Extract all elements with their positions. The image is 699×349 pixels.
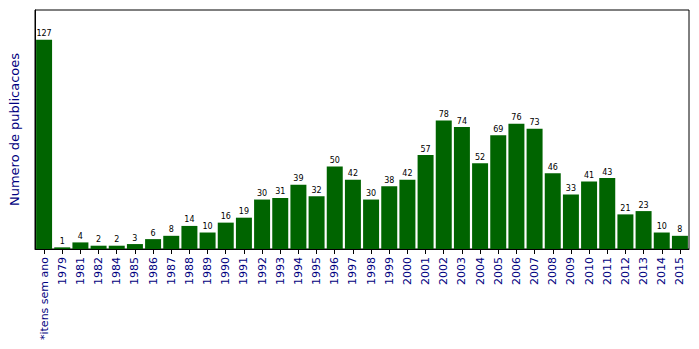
svg-text:39: 39 [293, 174, 303, 183]
svg-text:2012: 2012 [619, 257, 632, 285]
svg-text:1993: 1993 [274, 257, 287, 285]
svg-text:1984: 1984 [110, 257, 123, 285]
svg-text:32: 32 [311, 186, 321, 195]
svg-text:2006: 2006 [510, 257, 523, 285]
svg-text:42: 42 [348, 169, 358, 178]
svg-text:127: 127 [36, 29, 51, 38]
svg-text:8: 8 [169, 225, 174, 234]
svg-text:1982: 1982 [92, 257, 105, 285]
svg-text:33: 33 [566, 184, 576, 193]
svg-text:2013: 2013 [637, 257, 650, 285]
svg-text:2011: 2011 [601, 257, 614, 285]
svg-text:69: 69 [493, 125, 503, 134]
svg-text:6: 6 [151, 229, 156, 238]
svg-text:1987: 1987 [165, 257, 178, 285]
svg-text:1985: 1985 [128, 257, 141, 285]
svg-text:1992: 1992 [256, 257, 269, 285]
svg-text:1991: 1991 [237, 257, 250, 285]
svg-text:1990: 1990 [219, 257, 232, 285]
svg-text:1996: 1996 [328, 257, 341, 285]
svg-text:10: 10 [202, 222, 212, 231]
svg-text:74: 74 [457, 117, 467, 126]
svg-text:38: 38 [384, 176, 394, 185]
svg-text:Numero de publicacoes: Numero de publicacoes [7, 53, 22, 206]
svg-text:2: 2 [96, 235, 101, 244]
svg-text:1995: 1995 [310, 257, 323, 285]
svg-text:16: 16 [221, 212, 231, 221]
svg-text:4: 4 [78, 232, 83, 241]
svg-text:2009: 2009 [564, 257, 577, 285]
svg-text:30: 30 [366, 189, 376, 198]
svg-text:57: 57 [420, 145, 430, 154]
svg-text:2014: 2014 [655, 257, 668, 285]
svg-text:1988: 1988 [183, 257, 196, 285]
svg-text:23: 23 [638, 201, 648, 210]
svg-text:30: 30 [257, 189, 267, 198]
svg-text:2015: 2015 [673, 257, 686, 285]
svg-text:8: 8 [677, 225, 682, 234]
svg-text:19: 19 [239, 207, 249, 216]
svg-text:1999: 1999 [383, 257, 396, 285]
svg-text:21: 21 [620, 204, 630, 213]
svg-text:41: 41 [584, 171, 594, 180]
svg-text:76: 76 [511, 113, 521, 122]
svg-text:2004: 2004 [474, 257, 487, 285]
svg-text:14: 14 [184, 215, 194, 224]
svg-text:43: 43 [602, 168, 612, 177]
svg-text:2010: 2010 [583, 257, 596, 285]
svg-text:2: 2 [114, 235, 119, 244]
svg-text:2000: 2000 [401, 257, 414, 285]
svg-text:31: 31 [275, 187, 285, 196]
svg-text:1: 1 [60, 237, 65, 246]
svg-text:52: 52 [475, 153, 485, 162]
svg-text:1994: 1994 [292, 257, 305, 285]
svg-text:46: 46 [548, 163, 558, 172]
svg-text:2001: 2001 [419, 257, 432, 285]
svg-text:1981: 1981 [74, 257, 87, 285]
svg-text:2002: 2002 [437, 257, 450, 285]
svg-text:1997: 1997 [346, 257, 359, 285]
svg-text:1998: 1998 [365, 257, 378, 285]
svg-text:3: 3 [132, 234, 137, 243]
svg-text:2003: 2003 [455, 257, 468, 285]
svg-text:2007: 2007 [528, 257, 541, 285]
svg-text:1979: 1979 [56, 257, 69, 285]
svg-text:1989: 1989 [201, 257, 214, 285]
svg-text:73: 73 [529, 118, 539, 127]
svg-text:1986: 1986 [147, 257, 160, 285]
svg-text:50: 50 [330, 156, 340, 165]
svg-text:2008: 2008 [546, 257, 559, 285]
svg-text:2005: 2005 [492, 257, 505, 285]
svg-text:42: 42 [402, 169, 412, 178]
svg-text:78: 78 [439, 110, 449, 119]
svg-text:*itens sem ano: *itens sem ano [38, 257, 51, 340]
svg-text:10: 10 [657, 222, 667, 231]
